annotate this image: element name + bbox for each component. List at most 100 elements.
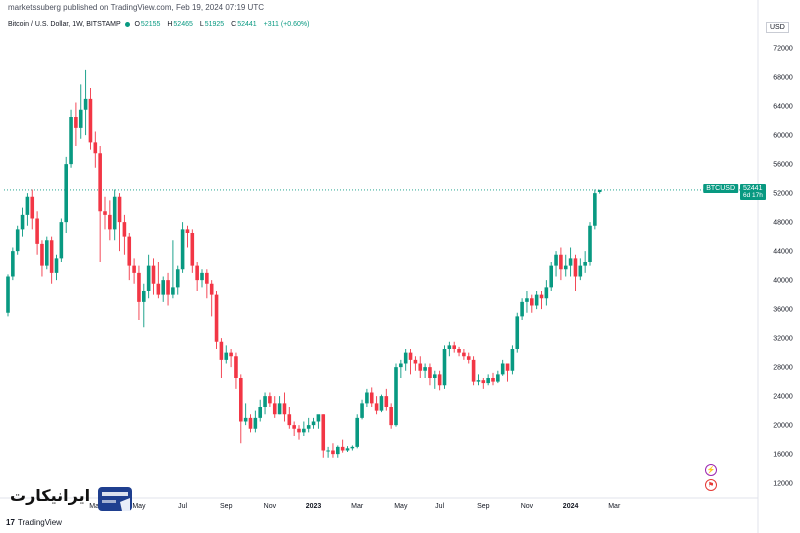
candle-body [491,378,495,382]
candle-body [127,236,132,266]
candle-body [166,280,170,295]
candle-body [190,233,195,266]
candle-body [331,450,335,455]
candle-body [418,363,423,371]
y-tick-label: 60000 [773,133,793,140]
card-logo-icon [98,487,132,511]
x-tick-label: Sep [477,503,490,510]
candle-body [593,193,597,226]
candle-body [64,164,68,223]
x-tick-label: Sep [220,503,233,510]
candle-body [49,240,54,273]
candle-body [175,269,180,288]
last-price-value: 52441 [743,184,763,192]
candle-body [336,446,340,455]
candle-body [20,214,25,230]
candle-body [442,349,447,386]
candle-body [83,98,88,110]
candle-body [137,272,141,302]
candle-body [142,291,146,302]
market-status-icon [124,21,130,27]
candle-body [214,294,219,342]
candle-body [180,229,185,270]
candle-body [263,396,267,407]
candle-body [345,448,350,451]
candle-body [549,265,553,288]
candle-body [578,265,583,277]
candle-body [525,298,529,302]
candle-body [35,218,39,244]
candle-body [268,396,272,404]
lightning-icon[interactable]: ⚡ [705,464,717,476]
candle-body [433,374,437,378]
candle-body [340,446,345,451]
candle-body [597,189,602,193]
candle-body [30,196,35,219]
candle-body [486,378,490,384]
candle-body [559,254,563,270]
candle-body [248,417,253,429]
candle-body [399,363,403,368]
candle-body [437,374,442,386]
x-tick-label: Mar [608,503,621,510]
candle-body [234,356,238,378]
candle-body [466,356,471,360]
candle-body [219,341,224,360]
candle-body [496,374,500,382]
candle-body [156,283,161,295]
candle-body [520,301,524,317]
candle-body [568,258,573,266]
candle-body [78,109,83,128]
high-value: 52465 [173,21,193,28]
x-tick-label: Nov [521,503,534,510]
candle-body [408,352,413,360]
candle-body [573,258,578,277]
candle-body [302,428,306,433]
flag-icon[interactable]: ⚑ [705,479,717,491]
y-tick-label: 12000 [773,481,793,488]
y-tick-label: 20000 [773,423,793,430]
candle-body [243,417,248,422]
x-tick-label: Jul [178,503,187,510]
candle-body [239,378,243,422]
candle-body [563,265,568,270]
candle-body [403,352,408,364]
candle-body [510,349,515,371]
publisher-line: marketssuberg published on TradingView.c… [8,3,264,12]
x-tick-label: Nov [264,503,277,510]
x-tick-label: May [132,503,146,510]
y-tick-label: 28000 [773,365,793,372]
candle-body [185,229,190,233]
y-tick-label: 44000 [773,249,793,256]
y-tick-label: 72000 [773,46,793,53]
x-tick-label: Mar [351,503,364,510]
currency-selector[interactable]: USD [766,22,789,33]
candle-body [384,396,389,407]
y-tick-label: 36000 [773,307,793,314]
candle-body [355,417,359,447]
symbol-description: Bitcoin / U.S. Dollar, 1W, BITSTAMP [8,21,121,28]
candle-body [321,414,326,451]
y-tick-label: 48000 [773,220,793,227]
candle-body [428,367,432,378]
candle-body [258,407,262,418]
candle-body [389,407,393,426]
candle-body [171,287,175,295]
candle-body [534,294,539,306]
candle-body [224,352,229,360]
candle-body [350,446,355,449]
y-tick-label: 52000 [773,191,793,198]
candle-body [229,352,233,357]
change-value: +311 (+0.60%) [263,21,310,28]
candle-body [515,316,520,349]
candle-body [583,262,587,266]
candle-body [25,196,30,215]
candle-body [374,403,379,411]
candle-body [195,265,199,281]
x-tick-label: Jul [435,503,444,510]
candle-body [297,428,301,433]
candle-body [316,414,321,422]
tradingview-logo-icon: 17 [6,518,15,527]
candle-body [530,298,534,306]
candle-body [306,425,311,429]
